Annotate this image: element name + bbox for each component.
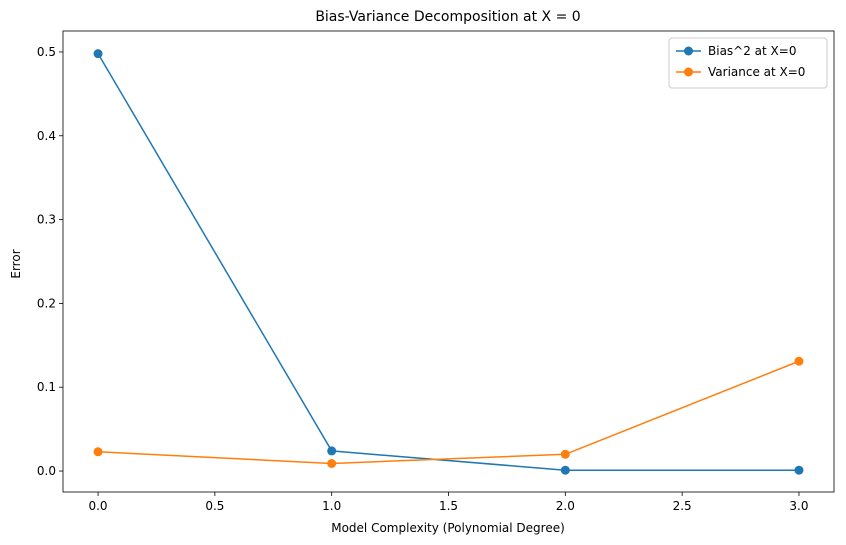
series-line-bias — [97, 53, 799, 471]
y-axis: 0.0 0.1 0.2 0.3 0.4 0.5 — [37, 45, 63, 478]
x-tick-label: 3.0 — [789, 499, 808, 513]
legend-box — [668, 37, 828, 89]
x-tick-label: 2.5 — [673, 499, 692, 513]
series-layer — [93, 49, 804, 475]
legend-label-bias: Bias^2 at X=0 — [708, 44, 796, 58]
x-tick-label: 0.0 — [88, 499, 107, 513]
plot-area — [62, 30, 835, 493]
y-tick-label: 0.3 — [37, 213, 56, 227]
y-tick-label: 0.1 — [37, 380, 56, 394]
legend: Bias^2 at X=0 Variance at X=0 — [668, 37, 828, 89]
x-tick-label: 2.0 — [556, 499, 575, 513]
y-tick-label: 0.5 — [37, 45, 56, 59]
data-point-variance — [560, 449, 570, 459]
data-point-variance — [327, 459, 337, 469]
x-tick-label: 1.5 — [439, 499, 458, 513]
y-tick-label: 0.4 — [37, 129, 56, 143]
legend-marker-bias — [684, 46, 693, 56]
series-line-variance — [98, 360, 800, 465]
x-axis: 0.0 0.5 1.0 1.5 2.0 2.5 3.0 — [88, 492, 809, 513]
x-tick-label: 1.0 — [322, 499, 341, 513]
y-tick-label: 0.0 — [37, 464, 56, 478]
data-point-bias — [560, 465, 570, 475]
plot-frame — [62, 30, 835, 493]
chart-title: Bias-Variance Decomposition at X = 0 — [315, 9, 580, 25]
y-tick-label: 0.2 — [37, 296, 56, 310]
data-point-bias — [794, 465, 804, 475]
data-point-bias — [93, 49, 103, 59]
y-axis-label: Error — [9, 249, 23, 278]
legend-label-variance: Variance at X=0 — [708, 65, 805, 79]
legend-marker-variance — [684, 67, 693, 77]
data-point-variance — [794, 356, 804, 366]
x-tick-label: 0.5 — [205, 499, 224, 513]
x-axis-label: Model Complexity (Polynomial Degree) — [331, 521, 565, 535]
data-point-bias — [327, 446, 337, 456]
data-point-variance — [93, 447, 103, 457]
